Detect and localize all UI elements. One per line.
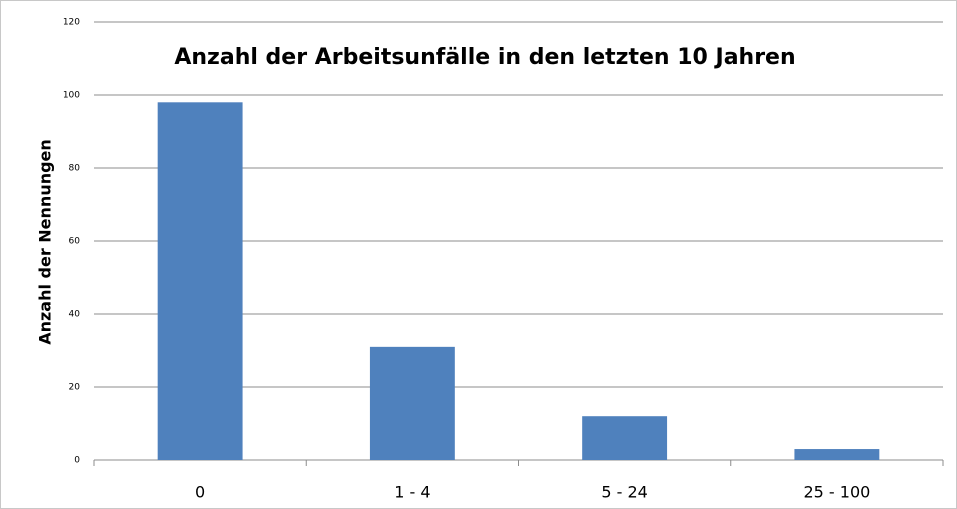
y-tick-label: 80 — [69, 164, 81, 174]
x-tick-label: 0 — [195, 483, 205, 502]
x-tick-label: 5 - 24 — [601, 483, 647, 502]
y-tick-label: 60 — [69, 237, 81, 247]
bar — [582, 416, 668, 460]
y-tick-label: 0 — [74, 456, 80, 466]
bar — [794, 449, 880, 460]
chart-title: Anzahl der Arbeitsunfälle in den letzten… — [174, 45, 795, 70]
y-tick-label: 20 — [69, 383, 81, 393]
y-tick-label: 40 — [69, 310, 81, 320]
x-tick-label: 25 - 100 — [803, 483, 870, 502]
y-axis-label: Anzahl der Nennungen — [36, 139, 55, 345]
bar — [157, 102, 243, 461]
y-tick-label: 120 — [63, 18, 80, 28]
bar — [369, 346, 455, 460]
x-tick-label: 1 - 4 — [394, 483, 430, 502]
y-tick-label: 100 — [63, 91, 80, 101]
